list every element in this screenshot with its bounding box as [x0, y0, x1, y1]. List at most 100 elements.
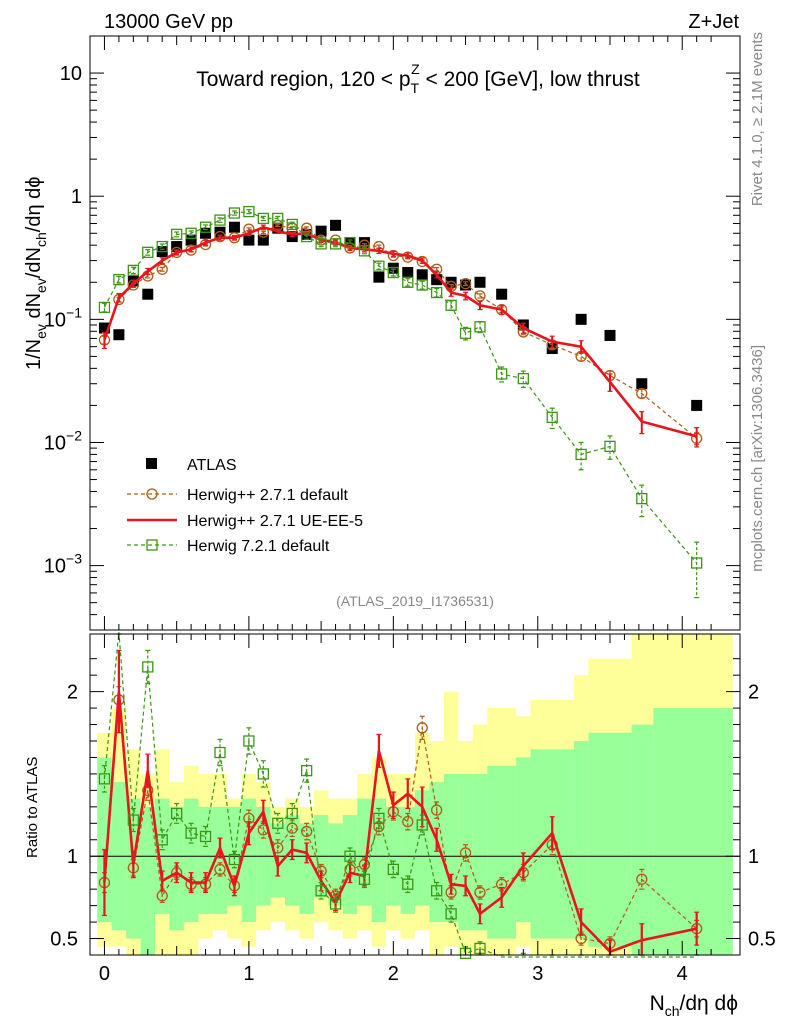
- atlas-point: [416, 269, 428, 281]
- ratio-inner-band: [328, 823, 343, 906]
- ratio-herwig7-point: [98, 773, 111, 785]
- x-tick-label: 0: [99, 963, 110, 985]
- ratio-inner-band: [299, 823, 314, 914]
- atlas-point: [330, 219, 342, 231]
- atlas-point: [200, 227, 212, 239]
- atlas-point: [373, 271, 385, 283]
- main-y-label: 1/Nev dNev/dNch/dη dϕ: [23, 177, 49, 370]
- main-ytick-label: 10−1: [44, 304, 82, 331]
- ratio-herwig-default-point: [459, 847, 472, 859]
- main-axis-ticks: 10−3 10−2 10−1 1 10: [44, 35, 740, 631]
- herwig7-point: [416, 279, 428, 291]
- ratio-inner-band: [487, 765, 517, 939]
- ratio-ytick-label: 1: [67, 846, 78, 868]
- herwig7-point: [474, 321, 486, 333]
- mcplots-label: mcplots.cern.ch [arXiv:1306.3436]: [749, 345, 766, 572]
- herwig7-point: [387, 266, 399, 279]
- main-ytick-label: 10−3: [44, 551, 82, 578]
- herwig7-point: [546, 411, 558, 423]
- ratio-herwig-default-point: [373, 820, 385, 833]
- legend-label-ueee5: Herwig++ 2.7.1 UE-EE-5: [187, 513, 363, 530]
- ratio-inner-band: [212, 806, 228, 914]
- herwig7-point: [373, 260, 385, 272]
- main-series: [98, 205, 703, 599]
- herwig7-point: [575, 448, 587, 461]
- atlas-point: [98, 322, 110, 334]
- ratio-herwig7-point: [344, 850, 356, 862]
- legend-label-default: Herwig++ 2.7.1 default: [187, 487, 349, 504]
- herwig7-point: [431, 286, 443, 299]
- herwig-default-point: [636, 387, 648, 400]
- atlas-point: [358, 237, 370, 249]
- ratio-herwig-default-point: [431, 804, 443, 816]
- herwig-default-point: [474, 290, 486, 302]
- atlas-point: [272, 222, 284, 234]
- herwig7-point: [142, 246, 154, 258]
- ratio-herwig7-point: [402, 878, 414, 890]
- herwig7-point: [98, 301, 111, 314]
- atlas-point: [691, 399, 703, 411]
- herwig7-point: [344, 236, 356, 249]
- ratio-series-line: [103, 691, 697, 954]
- ratio-inner-band: [631, 724, 654, 955]
- herwig7-point: [257, 212, 269, 225]
- herwig7-point: [604, 440, 616, 453]
- ratio-herwig7-point: [329, 898, 342, 910]
- herwig7-point: [315, 238, 327, 250]
- x-axis-label: Nch/dη dϕ: [650, 992, 738, 1019]
- atlas-point: [228, 221, 240, 233]
- ratio-inner-band: [183, 798, 199, 923]
- ratio-inner-band: [573, 741, 589, 939]
- herwig7-point: [496, 368, 508, 380]
- ratio-herwig7-point: [127, 814, 139, 826]
- ratio-inner-band: [472, 773, 488, 931]
- ratio-ytick-label-right: 1: [748, 846, 759, 868]
- ratio-inner-band: [400, 806, 415, 914]
- chart-title: Toward region, 120 < pTZ < 200 [GeV], lo…: [196, 61, 640, 96]
- herwig7-point: [214, 214, 226, 226]
- atlas-point: [185, 234, 197, 246]
- atlas-point: [431, 274, 443, 286]
- herwig7-point: [358, 245, 371, 257]
- herwig7-point: [272, 212, 284, 225]
- atlas-point: [171, 241, 183, 253]
- ratio-frame: [89, 633, 741, 956]
- main-ytick-label: 1: [71, 186, 82, 208]
- ratio-herwig7-point: [228, 853, 241, 866]
- herwig7-point: [127, 264, 139, 276]
- ratio-herwig7-point: [214, 746, 226, 759]
- ratio-herwig7-point: [431, 885, 443, 897]
- ratio-inner-band: [516, 757, 531, 923]
- herwig7-point: [243, 205, 255, 218]
- ratio-herwig7-point: [387, 863, 399, 876]
- x-tick-label: 1: [243, 963, 254, 985]
- ratio-ytick-label: 2: [67, 682, 78, 704]
- legend-marker-atlas: [146, 458, 157, 469]
- ratio-herwig-default-point: [214, 863, 226, 876]
- herwig7-point: [185, 227, 197, 239]
- herwig7-point: [113, 274, 125, 286]
- ratio-herwig7-point: [257, 768, 269, 780]
- atlas-point: [387, 262, 399, 274]
- ratio-herwig7-point: [301, 764, 313, 777]
- ratio-herwig7-point: [445, 908, 457, 920]
- atlas-point: [315, 225, 327, 237]
- ratio-inner-band: [653, 708, 733, 955]
- main-series-line: [103, 210, 698, 564]
- atlas-point: [474, 276, 486, 288]
- atlas-point: [496, 288, 508, 300]
- herwig-default-point: [459, 277, 472, 290]
- herwig7-point: [171, 228, 183, 241]
- ratio-inner-band: [443, 773, 459, 923]
- ratio-herwig7-point: [199, 830, 212, 843]
- ratio-herwig-default-point: [301, 825, 313, 838]
- main-ytick-label: 10−2: [44, 427, 82, 454]
- header-right: Z+Jet: [688, 11, 739, 33]
- herwig7-point: [329, 238, 342, 250]
- ratio-inner-band: [357, 798, 372, 906]
- main-ytick-label: 10: [60, 63, 82, 85]
- ratio-herwig7-point: [185, 827, 197, 839]
- ratio-panel: 0.5 0.5 1 1 2 2 0 1 2 3 4 Ratio to ATLAS Nch/dη dϕ: [24, 631, 776, 1019]
- ratio-herwig7-point: [373, 812, 385, 825]
